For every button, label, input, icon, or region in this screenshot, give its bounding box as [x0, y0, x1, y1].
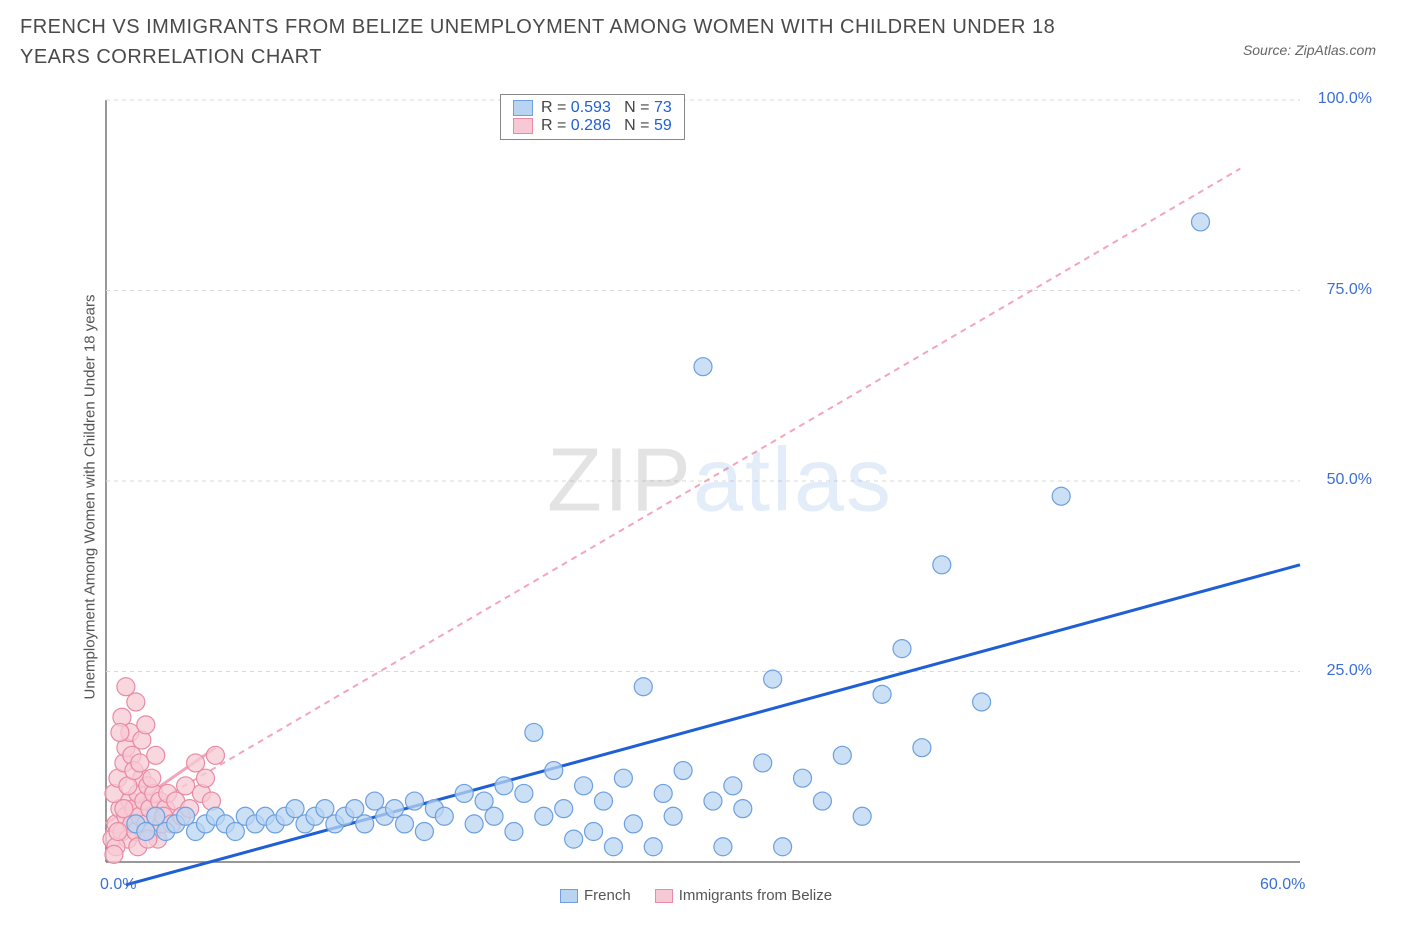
legend-series-item: French [560, 887, 631, 904]
legend-series-label: Immigrants from Belize [679, 887, 832, 904]
legend-stat-row: R = 0.286 N = 59 [513, 117, 672, 135]
scatter-chart [98, 92, 1380, 902]
series-legend: French Immigrants from Belize [560, 887, 832, 904]
y-axis-label: Unemployment Among Women with Children U… [82, 247, 99, 747]
y-tick-label: 100.0% [1318, 90, 1372, 108]
correlation-legend: R = 0.593 N = 73R = 0.286 N = 59 [500, 94, 685, 140]
legend-series-item: Immigrants from Belize [655, 887, 832, 904]
source-attribution: Source: ZipAtlas.com [1243, 42, 1376, 58]
legend-swatch [513, 100, 533, 116]
legend-series-label: French [584, 887, 631, 904]
legend-stat-row: R = 0.593 N = 73 [513, 99, 672, 117]
legend-swatch [513, 118, 533, 134]
plot-area: Unemployment Among Women with Children U… [60, 92, 1380, 902]
y-tick-label: 75.0% [1327, 281, 1372, 299]
legend-swatch [560, 889, 578, 903]
y-tick-label: 25.0% [1327, 662, 1372, 680]
x-tick-label: 60.0% [1260, 876, 1305, 894]
legend-swatch [655, 889, 673, 903]
x-tick-label: 0.0% [100, 876, 136, 894]
chart-title: FRENCH VS IMMIGRANTS FROM BELIZE UNEMPLO… [20, 12, 1120, 72]
chart-container: FRENCH VS IMMIGRANTS FROM BELIZE UNEMPLO… [0, 0, 1406, 930]
y-tick-label: 50.0% [1327, 471, 1372, 489]
